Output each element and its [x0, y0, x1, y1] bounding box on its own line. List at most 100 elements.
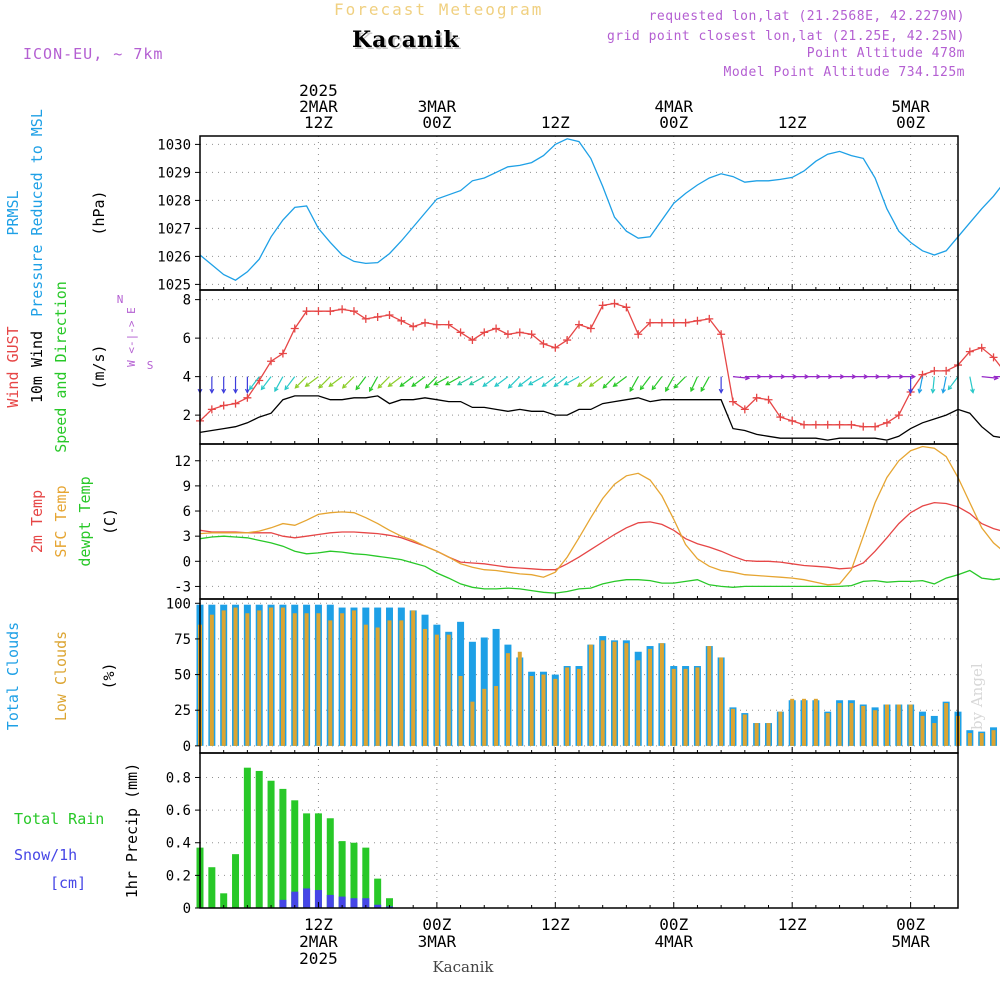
wind-arrow-head	[690, 386, 695, 393]
precip-label-snow: Snow/1h	[14, 846, 77, 864]
y-tick-label: 12	[174, 454, 191, 470]
wind-arrow	[981, 376, 998, 379]
top-time-label: 12Z	[304, 113, 333, 132]
temperature-line-0	[199, 501, 1000, 571]
wind-arrow-head	[917, 388, 923, 394]
gust-marker	[468, 336, 477, 345]
wind-arrow-head	[941, 388, 946, 394]
gust-marker	[610, 299, 619, 308]
precip-bar	[314, 813, 322, 908]
bottom-time-label: 00Z	[422, 915, 451, 934]
wind-arrow-head	[553, 382, 559, 387]
gust-marker	[290, 324, 299, 333]
temperature-line-2	[199, 535, 1000, 594]
wind-arrow-head	[260, 385, 266, 391]
y-tick-label: 0.8	[166, 770, 191, 786]
precip-bar	[326, 894, 334, 908]
clouds-bar	[434, 634, 439, 746]
gust-marker	[326, 307, 335, 316]
wind-arrow	[434, 376, 450, 386]
clouds-bar	[695, 667, 700, 746]
precip-bar	[362, 898, 370, 908]
wind-arrow	[377, 376, 390, 389]
clouds-bar	[340, 613, 345, 746]
clouds-bar	[849, 703, 854, 746]
wind-arrow	[508, 376, 521, 389]
wind-arrow	[260, 376, 272, 390]
gust-marker	[385, 311, 394, 320]
gust-marker	[752, 393, 761, 402]
clouds-bar	[884, 704, 889, 746]
gust-marker	[823, 420, 832, 429]
y-tick-label: 1025	[157, 277, 191, 293]
gust-marker	[764, 395, 773, 404]
panel-frame	[199, 135, 959, 291]
gust-marker	[728, 397, 737, 406]
clouds-side-label: Total Clouds	[4, 622, 22, 730]
wind-arrow-head	[424, 383, 430, 389]
wind-arrow	[457, 376, 473, 386]
wind-arrow	[932, 376, 935, 393]
wind-arrow	[613, 376, 627, 387]
precip-bar	[279, 788, 287, 908]
top-time-label: 00Z	[422, 113, 451, 132]
wind-arrow-head	[970, 388, 975, 394]
wind-arrow	[942, 376, 947, 393]
panel-frame	[199, 752, 959, 909]
clouds-bar	[790, 698, 795, 746]
gust-marker	[811, 420, 820, 429]
clouds-bar	[233, 607, 238, 746]
gust-marker	[989, 353, 998, 362]
wind-arrow-head	[718, 388, 724, 394]
precip-bar	[374, 878, 382, 908]
wind-arrow-head	[577, 382, 583, 387]
y-tick-label: 50	[174, 668, 191, 684]
clouds-bar	[802, 698, 807, 746]
compass-s: S	[147, 359, 154, 372]
y-tick-label: 6	[183, 331, 191, 347]
precip-bar	[314, 890, 322, 908]
location-title: Kacanik	[352, 27, 460, 53]
panel-clouds: 0 25 50 75 100 Total Clouds Low Clouds (%)	[4, 596, 998, 755]
wind-arrow-head	[274, 387, 279, 393]
precip-bar	[303, 888, 311, 908]
top-time-label: 3MAR	[418, 97, 457, 116]
gust-marker	[800, 420, 809, 429]
top-time-label: 4MAR	[654, 97, 693, 116]
gust-marker	[397, 316, 406, 325]
clouds-side-label: Low Clouds	[52, 631, 70, 721]
wind-arrow	[411, 376, 426, 387]
precip-bar	[267, 780, 275, 908]
y-tick-label: 4	[183, 370, 191, 386]
wind-arrow-head	[369, 387, 374, 393]
y-tick-label: 25	[174, 703, 191, 719]
gust-marker	[267, 357, 276, 366]
precip-bar	[255, 770, 263, 908]
gust-marker	[563, 336, 572, 345]
precip-axis-label: 1hr Precip (mm)	[123, 763, 141, 898]
wind-arrow-head	[244, 388, 250, 394]
wind-arrow	[388, 376, 402, 387]
wind-side-label: Speed and Direction	[52, 281, 70, 453]
gust-marker	[657, 318, 666, 327]
y-tick-label: 0	[183, 901, 191, 917]
gust-marker	[338, 305, 347, 314]
gust-marker	[717, 330, 726, 339]
top-time-label: 00Z	[659, 113, 688, 132]
gust-marker	[575, 320, 583, 329]
gust-marker	[882, 418, 891, 427]
gust-marker	[669, 318, 678, 327]
wind-arrow	[673, 376, 687, 389]
wind-arrow	[577, 376, 592, 387]
clouds-bar	[813, 698, 818, 746]
y-tick-label: 6	[183, 504, 191, 520]
wind-arrow	[947, 376, 959, 390]
wind-side-label: 10m Wind	[28, 331, 46, 403]
clouds-bar	[541, 674, 546, 746]
clouds-bar	[896, 704, 901, 746]
clouds-bar	[873, 710, 878, 746]
gust-marker	[894, 411, 903, 420]
bottom-time-label: 00Z	[896, 915, 925, 934]
clouds-bar	[991, 730, 996, 746]
precip-label-cm: [cm]	[50, 874, 86, 892]
